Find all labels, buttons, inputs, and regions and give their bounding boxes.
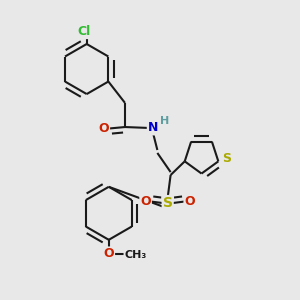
Text: Cl: Cl (77, 25, 90, 38)
Text: O: O (98, 122, 109, 135)
Text: N: N (148, 122, 158, 134)
Text: S: S (163, 196, 173, 210)
Text: O: O (184, 195, 195, 208)
Text: CH₃: CH₃ (124, 250, 146, 260)
Text: O: O (103, 248, 114, 260)
Text: O: O (140, 195, 151, 208)
Text: S: S (222, 152, 231, 165)
Text: H: H (160, 116, 169, 126)
